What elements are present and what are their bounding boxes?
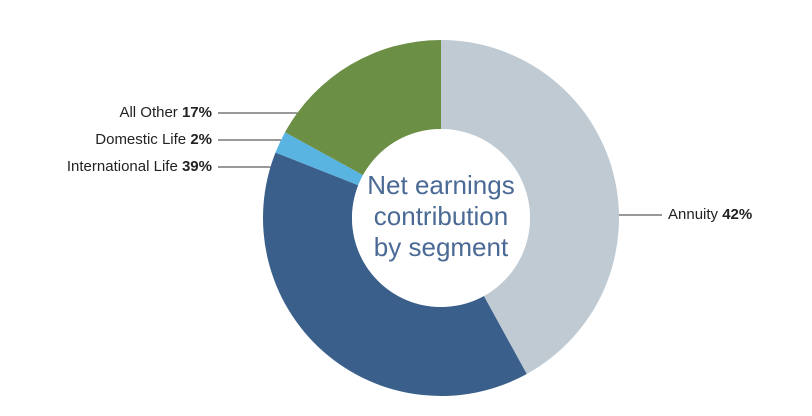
donut-hole <box>352 129 530 307</box>
data-label: International Life 39% <box>67 158 212 175</box>
data-label: Annuity 42% <box>668 206 752 223</box>
donut-segment <box>285 40 441 176</box>
data-label: Domestic Life 2% <box>95 131 212 148</box>
label-value: 17% <box>182 104 212 121</box>
label-value: 39% <box>182 158 212 175</box>
donut-segment <box>263 152 527 396</box>
donut-segment <box>441 40 619 374</box>
label-name: International Life <box>67 158 178 175</box>
donut-segment <box>275 132 364 186</box>
label-name: Domestic Life <box>95 131 186 148</box>
data-label: All Other 17% <box>119 104 212 121</box>
label-name: Annuity <box>668 206 719 223</box>
label-value: 42% <box>722 206 752 223</box>
chart-title: Net earnings contribution by segment <box>367 170 515 262</box>
label-value: 2% <box>190 131 212 148</box>
label-name: All Other <box>119 104 177 121</box>
